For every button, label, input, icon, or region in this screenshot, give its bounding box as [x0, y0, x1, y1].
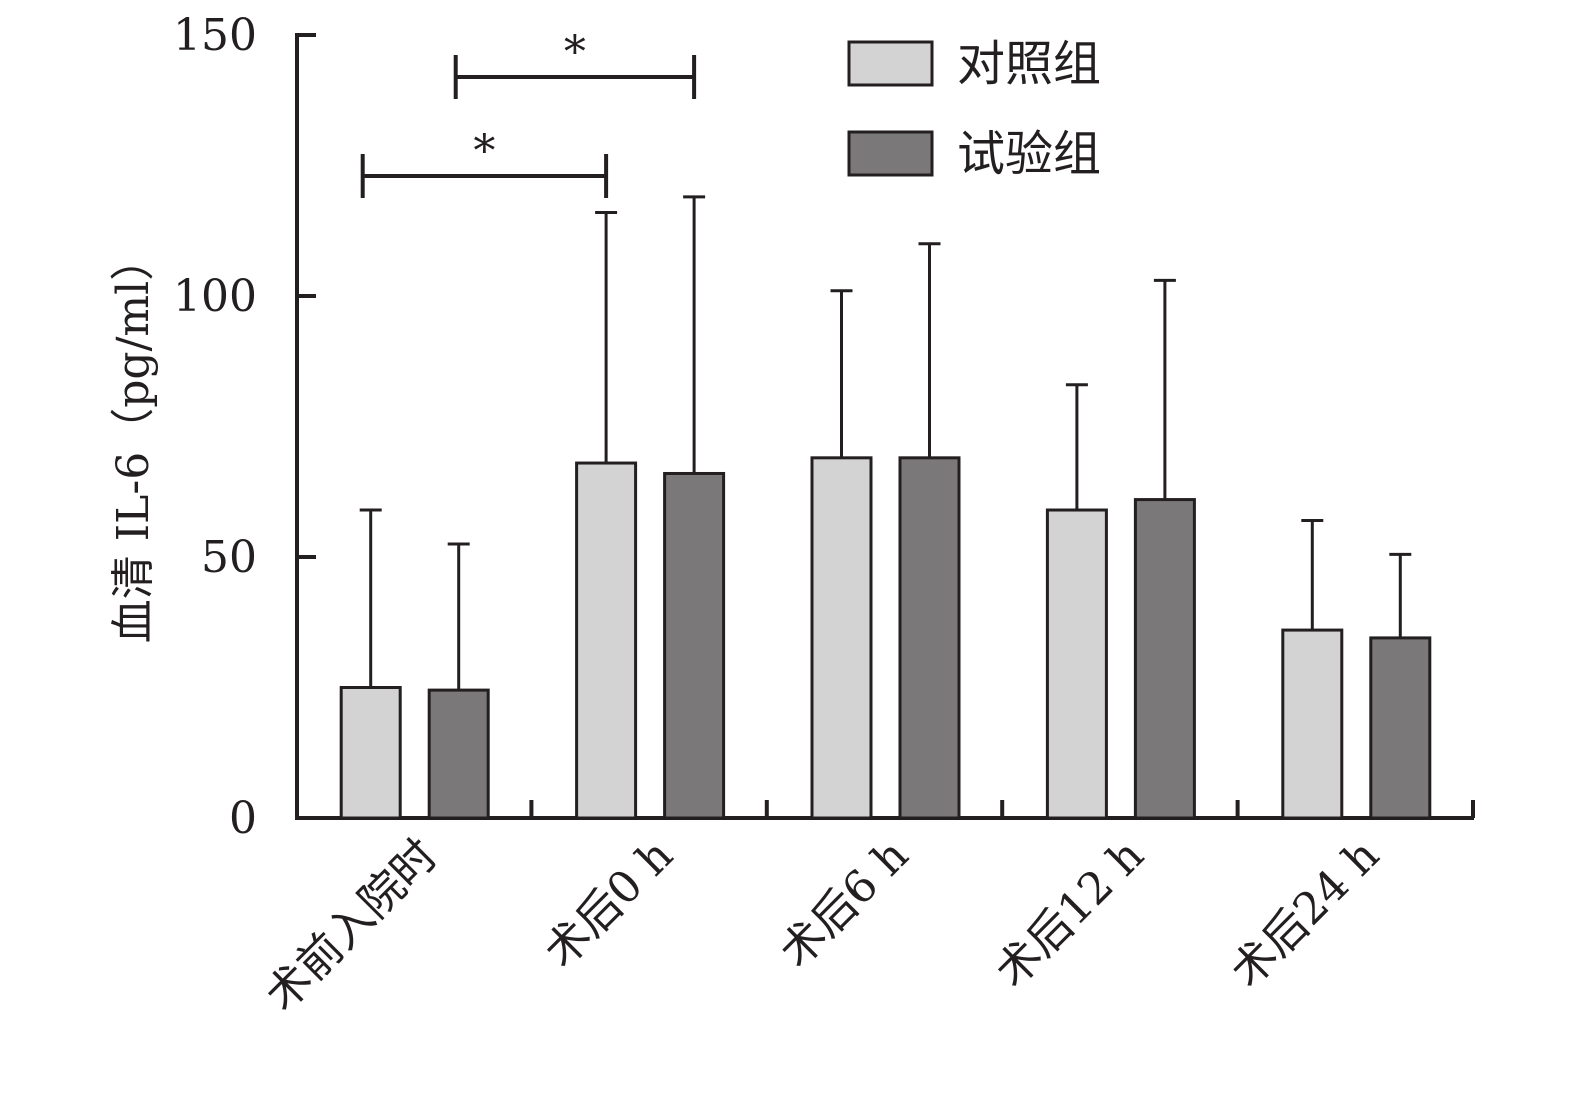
significance-label: * — [564, 27, 586, 78]
legend-swatch — [847, 40, 934, 87]
y-tick-label: 0 — [229, 793, 257, 844]
bar — [1369, 636, 1432, 820]
bar — [1045, 508, 1108, 820]
y-tick-label: 50 — [201, 532, 257, 583]
x-tick-label: 术后24 h — [1221, 830, 1389, 998]
y-tick-label: 150 — [173, 10, 257, 61]
x-tick-label: 术后6 h — [770, 830, 918, 978]
x-tick-label: 术后12 h — [986, 830, 1154, 998]
bar — [663, 471, 726, 820]
y-tick-label: 100 — [173, 271, 257, 322]
legend-label: 试验组 — [957, 126, 1101, 182]
bar — [427, 688, 490, 820]
significance-label: * — [473, 126, 495, 177]
legend-label: 对照组 — [957, 36, 1101, 92]
bar — [575, 461, 638, 820]
legend-swatch — [847, 130, 934, 177]
bars — [339, 456, 1432, 820]
x-tick-label: 术后0 h — [535, 830, 683, 978]
bar — [810, 456, 873, 820]
bar — [898, 456, 961, 820]
y-axis-label: 血清 IL-6（pg/ml） — [108, 237, 159, 643]
bar — [339, 686, 402, 820]
bar — [1281, 628, 1344, 820]
bar — [1133, 498, 1196, 820]
x-tick-label: 术前入院时 — [256, 830, 448, 1022]
error-bars — [359, 195, 1412, 691]
significance-markers: ** — [360, 27, 697, 198]
